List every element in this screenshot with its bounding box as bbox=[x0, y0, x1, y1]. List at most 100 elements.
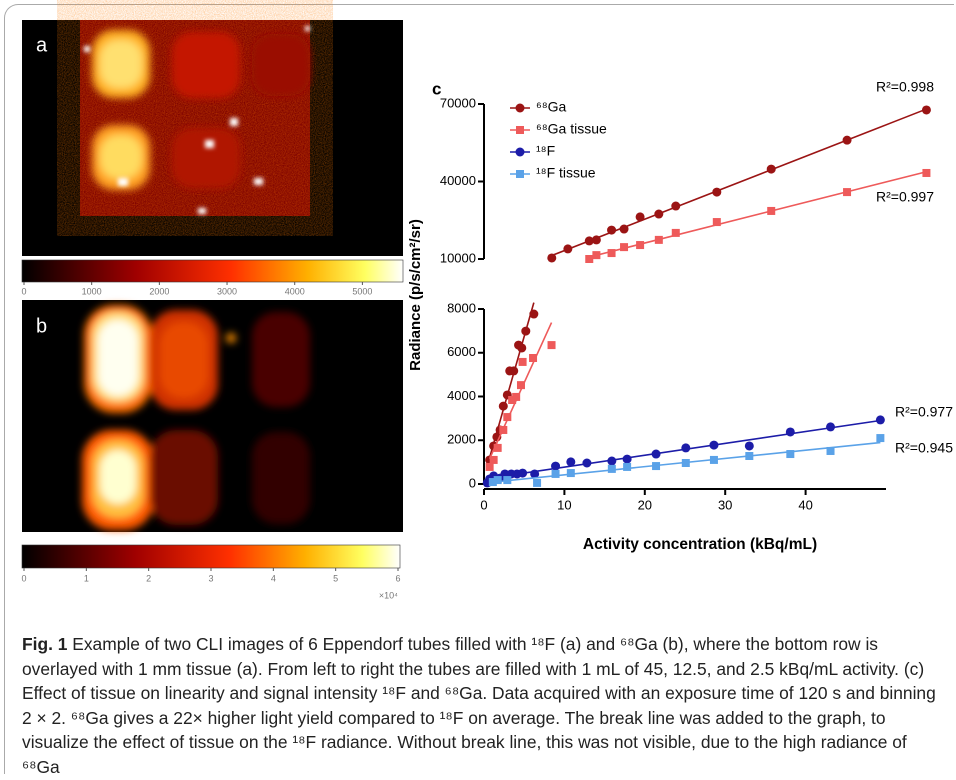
point bbox=[826, 446, 835, 455]
point bbox=[485, 462, 494, 471]
panel-label: c bbox=[432, 79, 441, 98]
legend-label: ⁶⁸Ga bbox=[536, 99, 567, 115]
point bbox=[582, 458, 592, 468]
point bbox=[512, 392, 521, 401]
legend-label: ¹⁸F bbox=[536, 143, 555, 159]
point bbox=[551, 461, 561, 471]
point bbox=[842, 135, 852, 145]
annotation: R²=0.945 bbox=[895, 440, 953, 456]
point bbox=[585, 255, 594, 263]
point bbox=[745, 452, 754, 460]
point bbox=[566, 457, 576, 467]
fit-line bbox=[589, 170, 927, 258]
colorbar-tick-label: 3 bbox=[208, 573, 213, 583]
panel-label: a bbox=[36, 34, 48, 56]
point bbox=[488, 478, 497, 487]
point bbox=[521, 326, 531, 336]
y-tick-label: 10000 bbox=[440, 250, 476, 265]
point bbox=[843, 188, 852, 197]
point bbox=[493, 443, 502, 452]
figure-frame bbox=[4, 4, 954, 774]
caption: Fig. 1 Example of two CLI images of 6 Ep… bbox=[22, 632, 942, 780]
point bbox=[709, 455, 718, 464]
point bbox=[518, 468, 528, 478]
point bbox=[671, 201, 681, 211]
y-tick-label: 4000 bbox=[447, 388, 476, 403]
point bbox=[709, 440, 719, 450]
x-tick-label: 40 bbox=[798, 497, 812, 512]
x-tick-label: 10 bbox=[557, 497, 571, 512]
point bbox=[517, 343, 527, 353]
point bbox=[592, 251, 601, 260]
point bbox=[652, 462, 661, 471]
point bbox=[509, 366, 519, 376]
point bbox=[584, 236, 594, 246]
colorbar-tick-label: 6 bbox=[395, 573, 400, 583]
colorbar-tick-label: 0 bbox=[21, 573, 26, 583]
colorbar-tick-label: 2000 bbox=[149, 286, 169, 296]
spots-a bbox=[84, 26, 310, 214]
y-axis-title: Radiance (p/s/cm²/sr) bbox=[407, 219, 424, 371]
annotation: R²=0.997 bbox=[876, 189, 934, 205]
point bbox=[503, 413, 512, 422]
point bbox=[875, 415, 885, 425]
annotation: R²=0.998 bbox=[876, 79, 934, 95]
point bbox=[499, 425, 508, 434]
tubes-a bbox=[92, 30, 310, 190]
point bbox=[591, 235, 601, 245]
figure: a b ×10⁴ c Radiance (p/s/cm²/sr) Activit… bbox=[21, 20, 953, 600]
colorbar-tick-label: 1 bbox=[84, 573, 89, 583]
x-axis-title: Activity concentration (kBq/mL) bbox=[583, 536, 817, 553]
point bbox=[516, 381, 525, 390]
point bbox=[498, 401, 508, 411]
colorbar-tick-label: 5000 bbox=[352, 286, 372, 296]
fit-line bbox=[551, 108, 927, 257]
point bbox=[503, 476, 512, 485]
y-tick-label: 6000 bbox=[447, 344, 476, 359]
caption-text: Example of two CLI images of 6 Eppendorf… bbox=[22, 634, 936, 777]
point bbox=[563, 244, 573, 254]
y-tick-label: 40000 bbox=[440, 173, 476, 188]
panel-label: b bbox=[36, 315, 47, 337]
x-tick-label: 30 bbox=[718, 497, 732, 512]
annotation: R²=0.977 bbox=[895, 404, 953, 420]
point bbox=[533, 478, 542, 487]
fit-line bbox=[488, 322, 553, 459]
colorbar-tick-label: 0 bbox=[21, 286, 26, 296]
point bbox=[493, 476, 502, 485]
colorbar-a bbox=[21, 259, 404, 283]
caption-label: Fig. 1 bbox=[22, 634, 68, 654]
colorbar-tick-label: 1000 bbox=[82, 286, 102, 296]
point bbox=[623, 462, 632, 471]
point bbox=[826, 422, 836, 432]
point bbox=[635, 212, 645, 222]
point bbox=[489, 455, 498, 464]
point bbox=[530, 469, 540, 479]
point bbox=[681, 459, 690, 467]
y-tick-label: 8000 bbox=[447, 300, 476, 315]
point bbox=[529, 309, 539, 319]
point bbox=[551, 469, 560, 478]
colorbar-tick-label: 3000 bbox=[217, 286, 237, 296]
point bbox=[766, 164, 776, 174]
tubes-b bbox=[82, 305, 310, 530]
y-tick-label: 0 bbox=[469, 475, 476, 490]
point bbox=[636, 241, 645, 250]
point bbox=[654, 235, 663, 244]
point bbox=[547, 253, 557, 263]
colorbar-tick-label: 4 bbox=[271, 573, 276, 583]
point bbox=[712, 187, 722, 197]
point bbox=[508, 396, 517, 404]
y-tick-label: 70000 bbox=[440, 95, 476, 110]
x-tick-label: 20 bbox=[638, 497, 652, 512]
point bbox=[518, 357, 527, 366]
point bbox=[620, 243, 629, 252]
point bbox=[607, 464, 616, 473]
colorbar-b bbox=[21, 544, 401, 569]
y-tick-label: 2000 bbox=[447, 432, 476, 447]
colorbar-multiplier: ×10⁴ bbox=[379, 590, 398, 600]
point bbox=[654, 209, 664, 219]
point bbox=[767, 206, 776, 215]
point bbox=[876, 434, 885, 443]
